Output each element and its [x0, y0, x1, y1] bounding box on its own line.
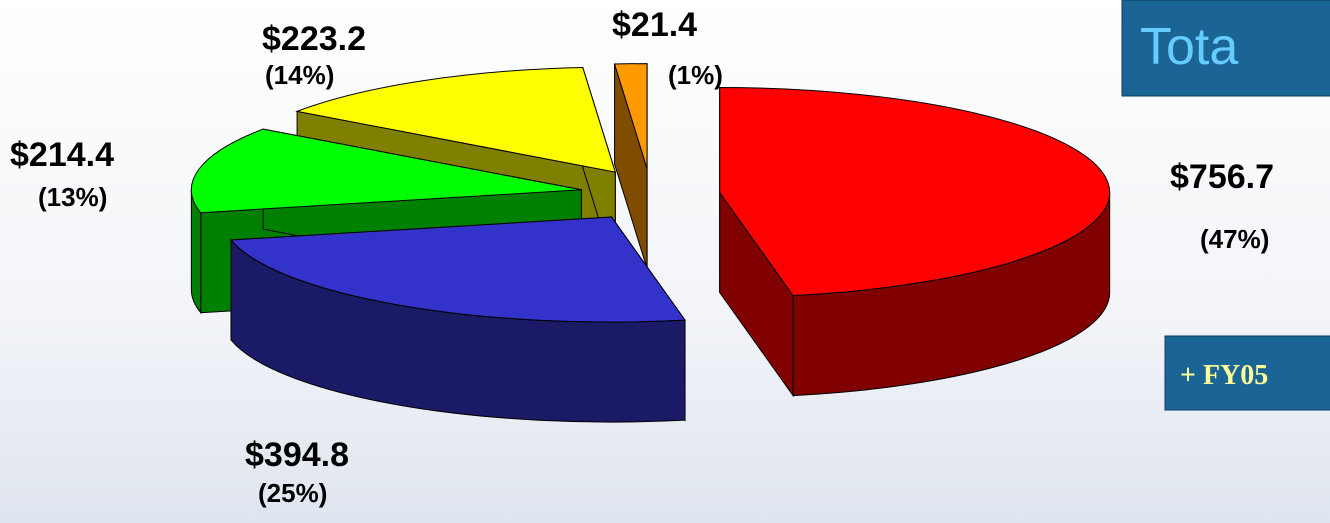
- slice: [229, 215, 686, 423]
- slice-top: [719, 87, 1111, 297]
- percent-label: (47%): [1200, 224, 1269, 254]
- slice: [719, 87, 1111, 398]
- title-box: [1121, 0, 1330, 97]
- data-label: $394.8: [245, 436, 349, 474]
- data-label: $214.4: [10, 136, 114, 174]
- data-label: $21.4: [612, 6, 697, 44]
- percent-label: (25%): [258, 478, 327, 508]
- slice-top: [229, 216, 686, 323]
- percent-label: (14%): [265, 60, 334, 90]
- data-label: $223.2: [262, 20, 366, 58]
- percent-label: (1%): [668, 60, 723, 90]
- annotation: + FY05: [1180, 360, 1268, 391]
- chart-title: Tota: [1140, 18, 1238, 76]
- slice-top: [190, 128, 582, 214]
- percent-label: (13%): [38, 182, 107, 212]
- annotation-box: [1164, 335, 1330, 411]
- data-label: $756.7: [1170, 158, 1274, 196]
- slice-top: [613, 63, 648, 169]
- slice-top: [295, 66, 617, 173]
- slice: [613, 63, 648, 269]
- pie: [190, 63, 1111, 423]
